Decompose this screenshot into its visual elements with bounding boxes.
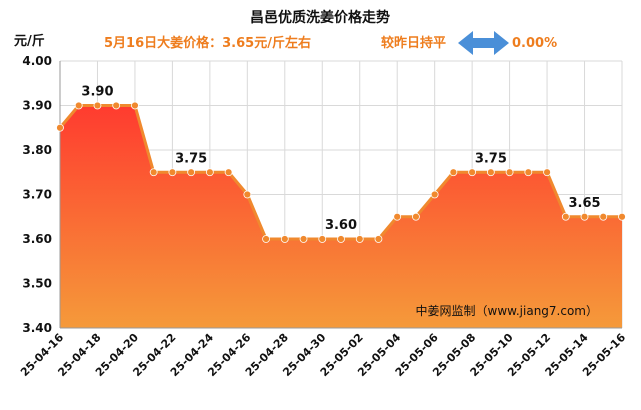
data-point bbox=[337, 235, 345, 243]
data-label: 3.60 bbox=[325, 218, 357, 233]
data-point bbox=[299, 235, 308, 243]
data-point bbox=[393, 212, 402, 221]
y-tick-label: 4.00 bbox=[22, 54, 52, 68]
data-point bbox=[93, 101, 102, 110]
data-point bbox=[618, 212, 626, 221]
data-point bbox=[374, 235, 383, 243]
y-tick-label: 3.70 bbox=[22, 188, 52, 202]
data-labels: 3.90 3.75 3.60 3.75 3.65 bbox=[81, 85, 600, 234]
data-label: 3.75 bbox=[475, 151, 507, 166]
data-point bbox=[131, 101, 139, 110]
data-point bbox=[468, 168, 477, 177]
y-tick-label: 3.60 bbox=[22, 232, 52, 246]
data-points bbox=[56, 101, 626, 243]
y-axis-unit: 元/斤 bbox=[14, 33, 45, 49]
data-point bbox=[580, 212, 589, 221]
data-point bbox=[486, 168, 495, 177]
data-point bbox=[318, 235, 327, 243]
data-point bbox=[56, 123, 64, 132]
chart-subtitle: 5月16日大姜价格：3.65元/斤左右 bbox=[104, 35, 311, 51]
chart-title: 昌邑优质洗姜价格走势 bbox=[250, 9, 390, 26]
y-tick-label: 3.80 bbox=[22, 143, 52, 157]
data-point bbox=[561, 212, 570, 221]
data-point bbox=[262, 235, 270, 243]
data-point bbox=[543, 168, 551, 177]
area-series bbox=[58, 104, 622, 328]
data-point bbox=[168, 168, 177, 177]
data-point bbox=[412, 212, 420, 221]
change-value: 0.00% bbox=[512, 36, 557, 51]
x-tick-labels: 25-04-1625-04-1825-04-2025-04-2225-04-24… bbox=[18, 331, 628, 379]
y-tick-label: 3.90 bbox=[22, 99, 52, 113]
data-label: 3.75 bbox=[175, 151, 207, 166]
data-point bbox=[355, 235, 364, 243]
y-tick-label: 3.50 bbox=[22, 277, 52, 291]
y-tick-label: 3.40 bbox=[22, 321, 52, 335]
data-point bbox=[243, 190, 252, 199]
change-label: 较昨日持平 bbox=[381, 35, 446, 51]
data-point bbox=[524, 168, 533, 177]
data-label: 3.90 bbox=[81, 85, 113, 100]
watermark: 中姜网监制（www.jiang7.com） bbox=[416, 303, 598, 318]
data-point bbox=[205, 168, 214, 177]
data-point bbox=[599, 212, 608, 221]
axes bbox=[59, 61, 622, 329]
area-fill bbox=[60, 105, 622, 328]
data-point bbox=[430, 190, 439, 199]
data-point bbox=[224, 168, 233, 177]
data-point bbox=[74, 101, 83, 110]
double-arrow-icon bbox=[458, 31, 509, 55]
data-label: 3.65 bbox=[568, 196, 600, 211]
y-tick-labels: 3.40 3.50 3.60 3.70 3.80 3.90 4.00 bbox=[22, 54, 52, 335]
data-point bbox=[280, 235, 289, 243]
data-point bbox=[449, 168, 458, 177]
data-point bbox=[505, 168, 514, 177]
data-point bbox=[187, 168, 196, 177]
data-point bbox=[112, 101, 121, 110]
data-point bbox=[149, 168, 158, 177]
